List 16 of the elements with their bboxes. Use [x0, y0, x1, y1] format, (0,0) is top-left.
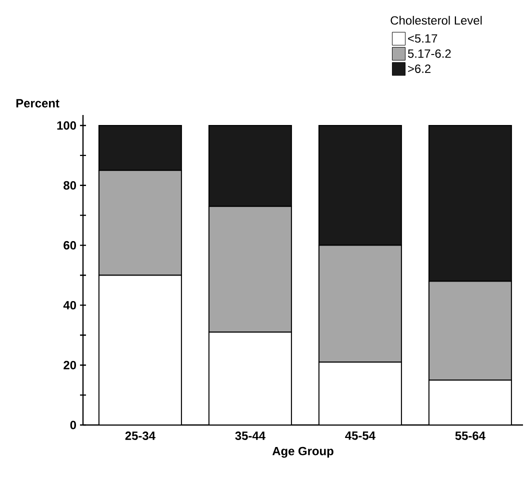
y-tick-label: 100 [57, 121, 76, 130]
x-tick-label: 45-54 [345, 432, 376, 440]
y-axis-title: Percent [16, 99, 60, 108]
x-tick-label: 25-34 [125, 432, 156, 440]
legend-label: 5.17-6.2 [408, 49, 451, 58]
x-tick-label: 35-44 [235, 432, 266, 440]
y-tick-label: 80 [64, 181, 76, 190]
legend-title: Cholesterol Level [390, 16, 482, 25]
legend-label: <5.17 [408, 34, 438, 43]
x-axis-title: Age Group [272, 446, 334, 458]
legend-label: >6.2 [408, 64, 430, 73]
y-tick-label: 20 [64, 360, 76, 370]
y-tick-label: 60 [64, 241, 76, 250]
y-tick-label: 40 [63, 300, 76, 310]
y-tick-label: 0 [70, 420, 76, 430]
x-tick-label: 55-64 [455, 432, 486, 440]
